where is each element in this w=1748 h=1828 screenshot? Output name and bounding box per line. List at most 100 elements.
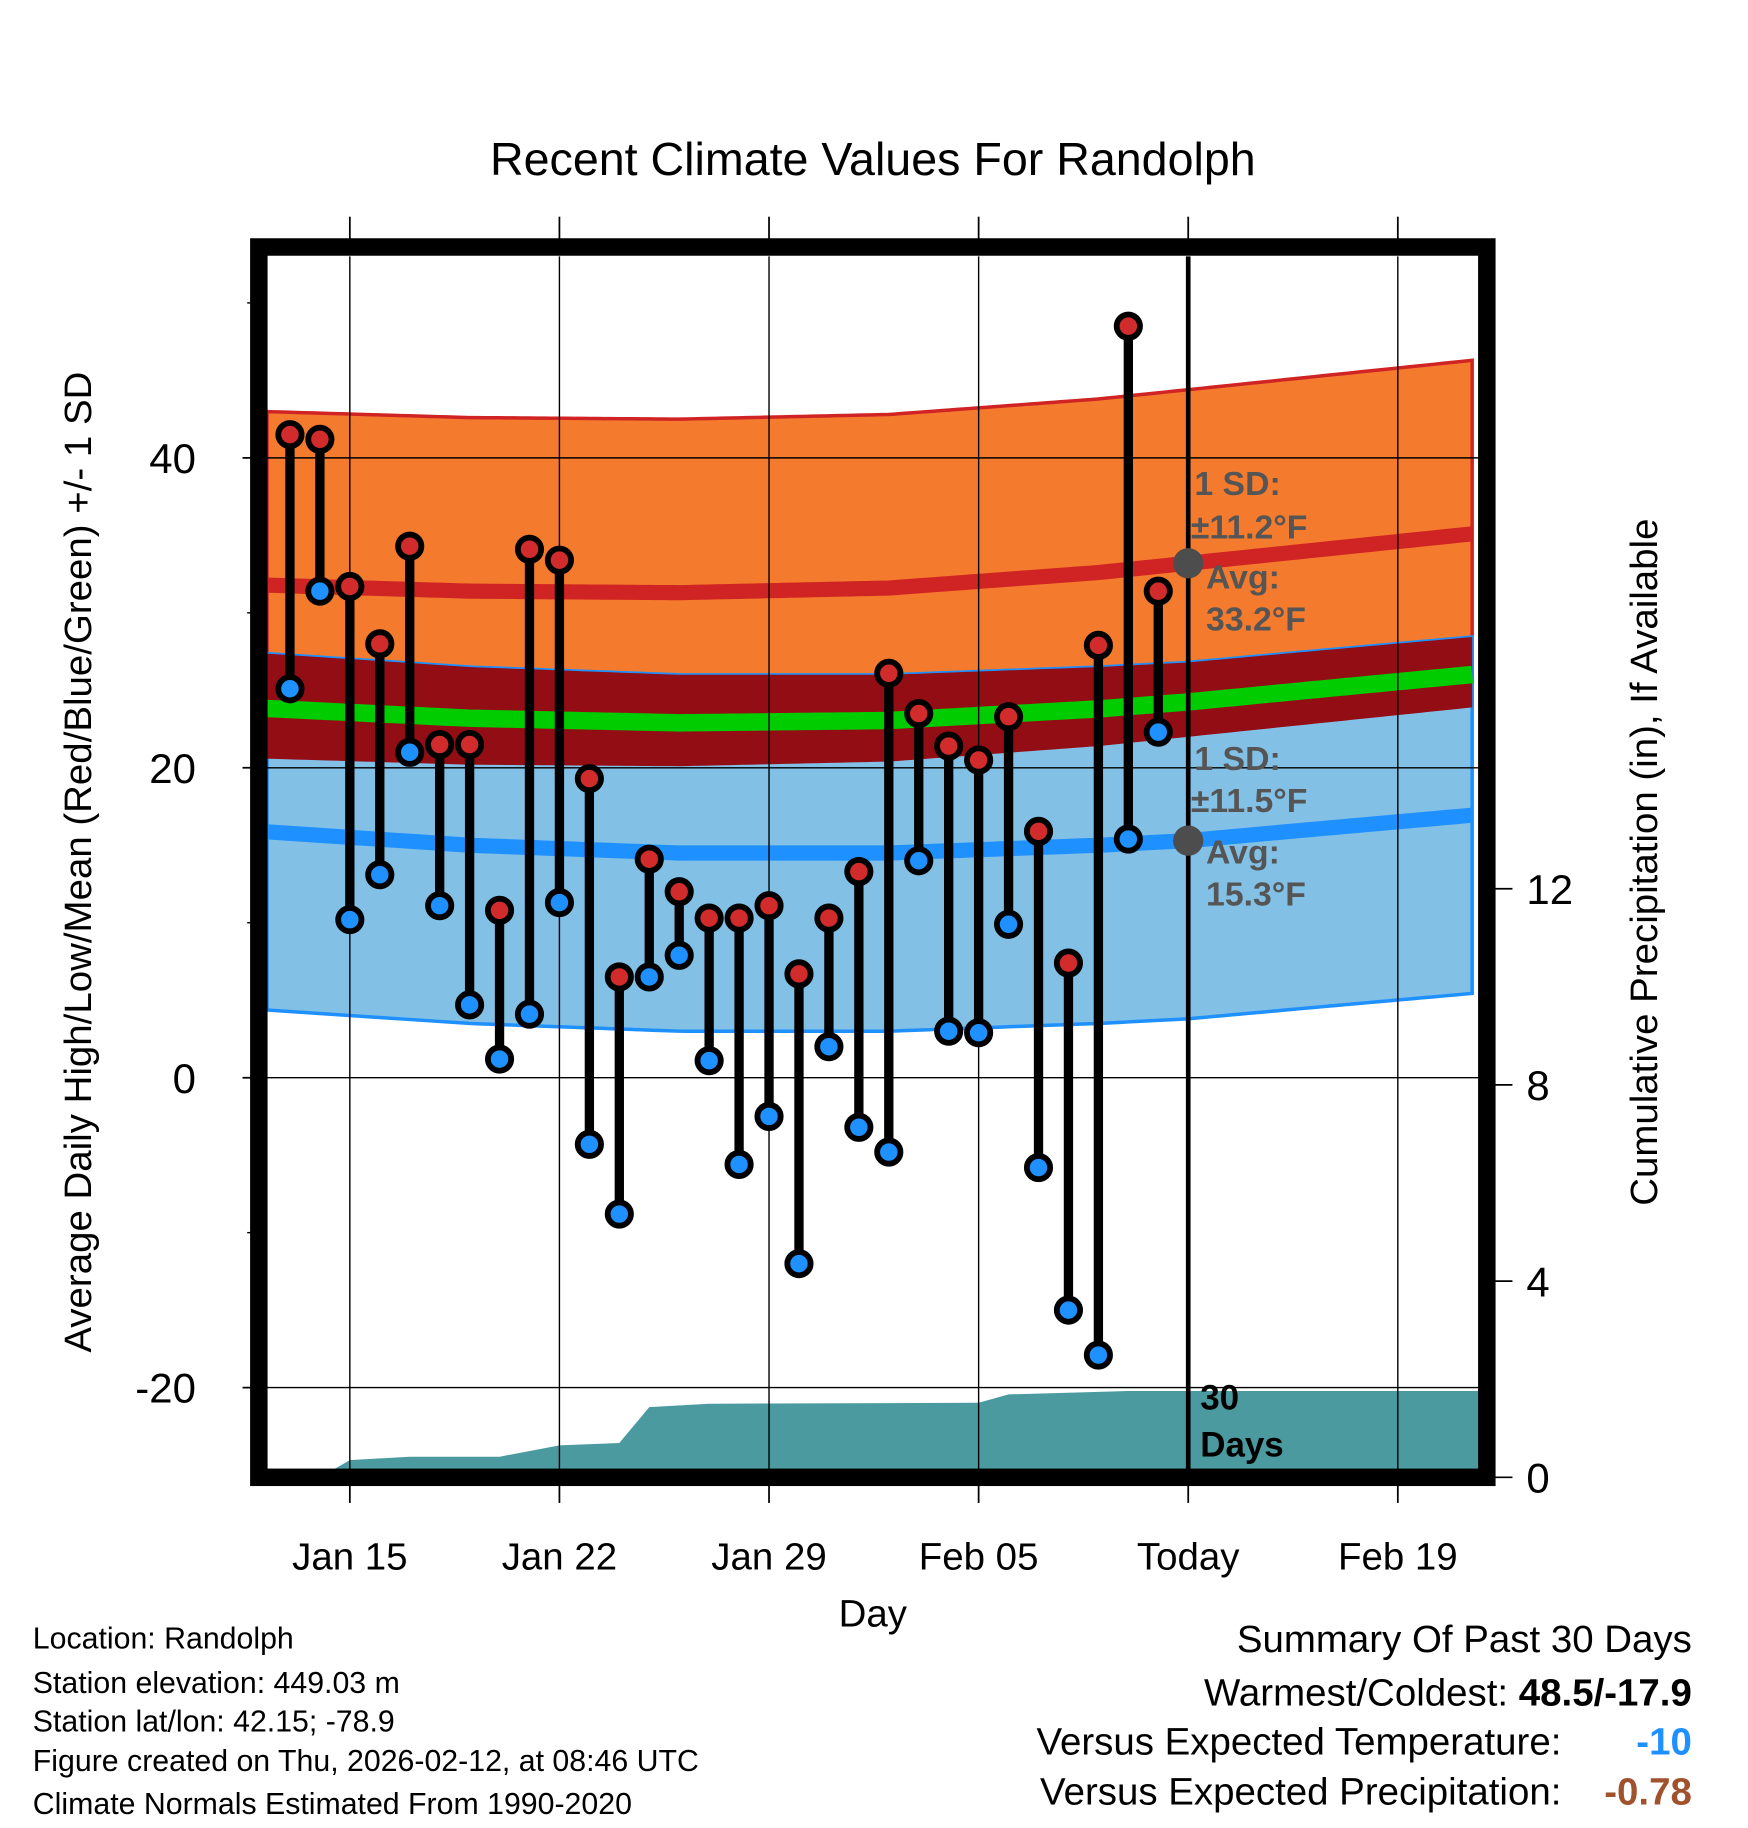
daily-low-point bbox=[514, 999, 545, 1029]
daily-low-point bbox=[335, 905, 365, 935]
info-elevation: Station elevation: 449.03 m bbox=[33, 1667, 400, 1700]
daily-low-point bbox=[814, 1032, 844, 1062]
daily-low-point bbox=[484, 1044, 515, 1074]
daily-high-point bbox=[934, 731, 964, 761]
cumulative-precip-area bbox=[266, 1390, 1479, 1478]
daily-high-point bbox=[904, 698, 934, 729]
daily-low-point bbox=[1143, 717, 1173, 747]
daily-low-point bbox=[604, 1199, 634, 1229]
y-tick-label: 0 bbox=[173, 1055, 196, 1102]
plot-frame bbox=[250, 238, 1496, 1487]
info-created: Figure created on Thu, 2026-02-12, at 08… bbox=[33, 1745, 699, 1778]
grid-lines bbox=[266, 256, 1479, 1470]
high-avg-value: 33.2°F bbox=[1206, 600, 1306, 638]
x-axis-label: Day bbox=[839, 1592, 908, 1635]
precipitation-area bbox=[266, 1390, 1479, 1478]
low-avg-label: Avg: bbox=[1206, 833, 1280, 871]
daily-low-point bbox=[1083, 1340, 1113, 1370]
station-info: Location: Randolph Station elevation: 44… bbox=[33, 1623, 699, 1821]
summary-warmest: Warmest/Coldest: 48.5/-17.9 bbox=[1204, 1672, 1692, 1715]
daily-low-point bbox=[844, 1112, 874, 1142]
daily-low-point bbox=[784, 1249, 814, 1279]
y-tick-label: 20 bbox=[149, 745, 196, 792]
daily-high-point bbox=[305, 424, 335, 454]
daily-high-point bbox=[964, 745, 994, 775]
daily-low-point bbox=[275, 674, 305, 704]
high-avg-label: Avg: bbox=[1206, 558, 1280, 596]
daily-low-point bbox=[1023, 1153, 1054, 1183]
daily-high-point bbox=[1143, 576, 1173, 606]
daily-high-point bbox=[754, 891, 784, 921]
daily-high-point bbox=[484, 895, 515, 925]
x-tick-label: Feb 19 bbox=[1338, 1535, 1458, 1578]
info-location: Location: Randolph bbox=[33, 1623, 294, 1656]
summary: Summary Of Past 30 Days Warmest/Coldest:… bbox=[1036, 1618, 1691, 1814]
warmest-value: 48.5/-17.9 bbox=[1519, 1672, 1692, 1715]
info-latlon: Station lat/lon: 42.15; -78.9 bbox=[33, 1705, 395, 1738]
chart-title: Recent Climate Values For Randolph bbox=[490, 133, 1256, 185]
daily-high-point bbox=[574, 764, 604, 794]
x-tick-label: Jan 29 bbox=[711, 1535, 826, 1578]
daily-low-point bbox=[1113, 824, 1143, 854]
observed-values bbox=[275, 311, 1204, 1370]
low-sd-label: 1 SD: bbox=[1194, 740, 1280, 778]
daily-low-point bbox=[664, 940, 694, 970]
y2-tick-label: 4 bbox=[1526, 1258, 1549, 1305]
daily-low-point bbox=[365, 860, 395, 890]
daily-high-point bbox=[514, 534, 545, 564]
today-avg-low-marker bbox=[1173, 825, 1204, 856]
temp-value: -10 bbox=[1636, 1721, 1692, 1764]
daily-low-point bbox=[544, 888, 574, 918]
warmest-label: Warmest/Coldest: bbox=[1204, 1672, 1508, 1715]
daily-high-point bbox=[634, 844, 664, 874]
y-tick-label: -20 bbox=[135, 1365, 196, 1412]
daily-high-point bbox=[604, 962, 634, 992]
daily-low-point bbox=[1053, 1295, 1084, 1325]
y2-tick-label: 0 bbox=[1526, 1454, 1549, 1501]
daily-high-point bbox=[1113, 311, 1143, 341]
daily-high-point bbox=[335, 571, 365, 602]
daily-high-point bbox=[784, 959, 814, 989]
daily-low-point bbox=[305, 576, 335, 606]
daily-high-point bbox=[425, 729, 455, 760]
daily-high-point bbox=[844, 857, 874, 887]
daily-high-point bbox=[994, 702, 1024, 732]
daily-low-point bbox=[994, 909, 1024, 939]
daily-high-point bbox=[664, 877, 694, 907]
y2-axis-label: Cumulative Precipitation (in), If Availa… bbox=[1623, 519, 1666, 1206]
avg-mean-line bbox=[266, 665, 1474, 732]
x-tick-label: Jan 22 bbox=[502, 1535, 617, 1578]
daily-low-point bbox=[425, 891, 455, 921]
daily-low-point bbox=[395, 737, 425, 767]
daily-low-point bbox=[724, 1149, 754, 1180]
daily-low-point bbox=[634, 962, 664, 992]
daily-high-point bbox=[814, 903, 844, 933]
high-sd-value: ±11.2°F bbox=[1191, 508, 1308, 546]
daily-high-point bbox=[395, 531, 425, 561]
temp-label: Versus Expected Temperature: bbox=[1036, 1721, 1561, 1764]
daily-low-point bbox=[574, 1129, 604, 1159]
low-sd-value: ±11.5°F bbox=[1191, 782, 1308, 820]
days-label: Days bbox=[1200, 1425, 1284, 1464]
annotations: 1 SD: ±11.2°F Avg: 33.2°F 1 SD: ±11.5°F … bbox=[1191, 465, 1308, 1464]
normal-bands bbox=[265, 358, 1474, 1033]
daily-high-point bbox=[365, 629, 395, 659]
x-tick-label: Feb 05 bbox=[919, 1535, 1039, 1578]
precip-value: -0.78 bbox=[1604, 1771, 1692, 1814]
high-sd-label: 1 SD: bbox=[1194, 465, 1280, 503]
daily-low-point bbox=[694, 1046, 724, 1076]
avg-high-line bbox=[266, 526, 1473, 601]
info-normals: Climate Normals Estimated From 1990-2020 bbox=[33, 1788, 632, 1821]
daily-high-point bbox=[275, 420, 305, 450]
daily-high-point bbox=[455, 729, 485, 760]
x-tick-label: Jan 15 bbox=[292, 1535, 407, 1578]
daily-high-point bbox=[544, 545, 574, 575]
daily-low-point bbox=[934, 1016, 964, 1046]
daily-low-point bbox=[964, 1018, 994, 1048]
y2-tick-label: 12 bbox=[1526, 866, 1573, 913]
summary-title: Summary Of Past 30 Days bbox=[1237, 1618, 1692, 1661]
daily-high-point bbox=[874, 658, 904, 688]
daily-high-point bbox=[1023, 816, 1054, 846]
